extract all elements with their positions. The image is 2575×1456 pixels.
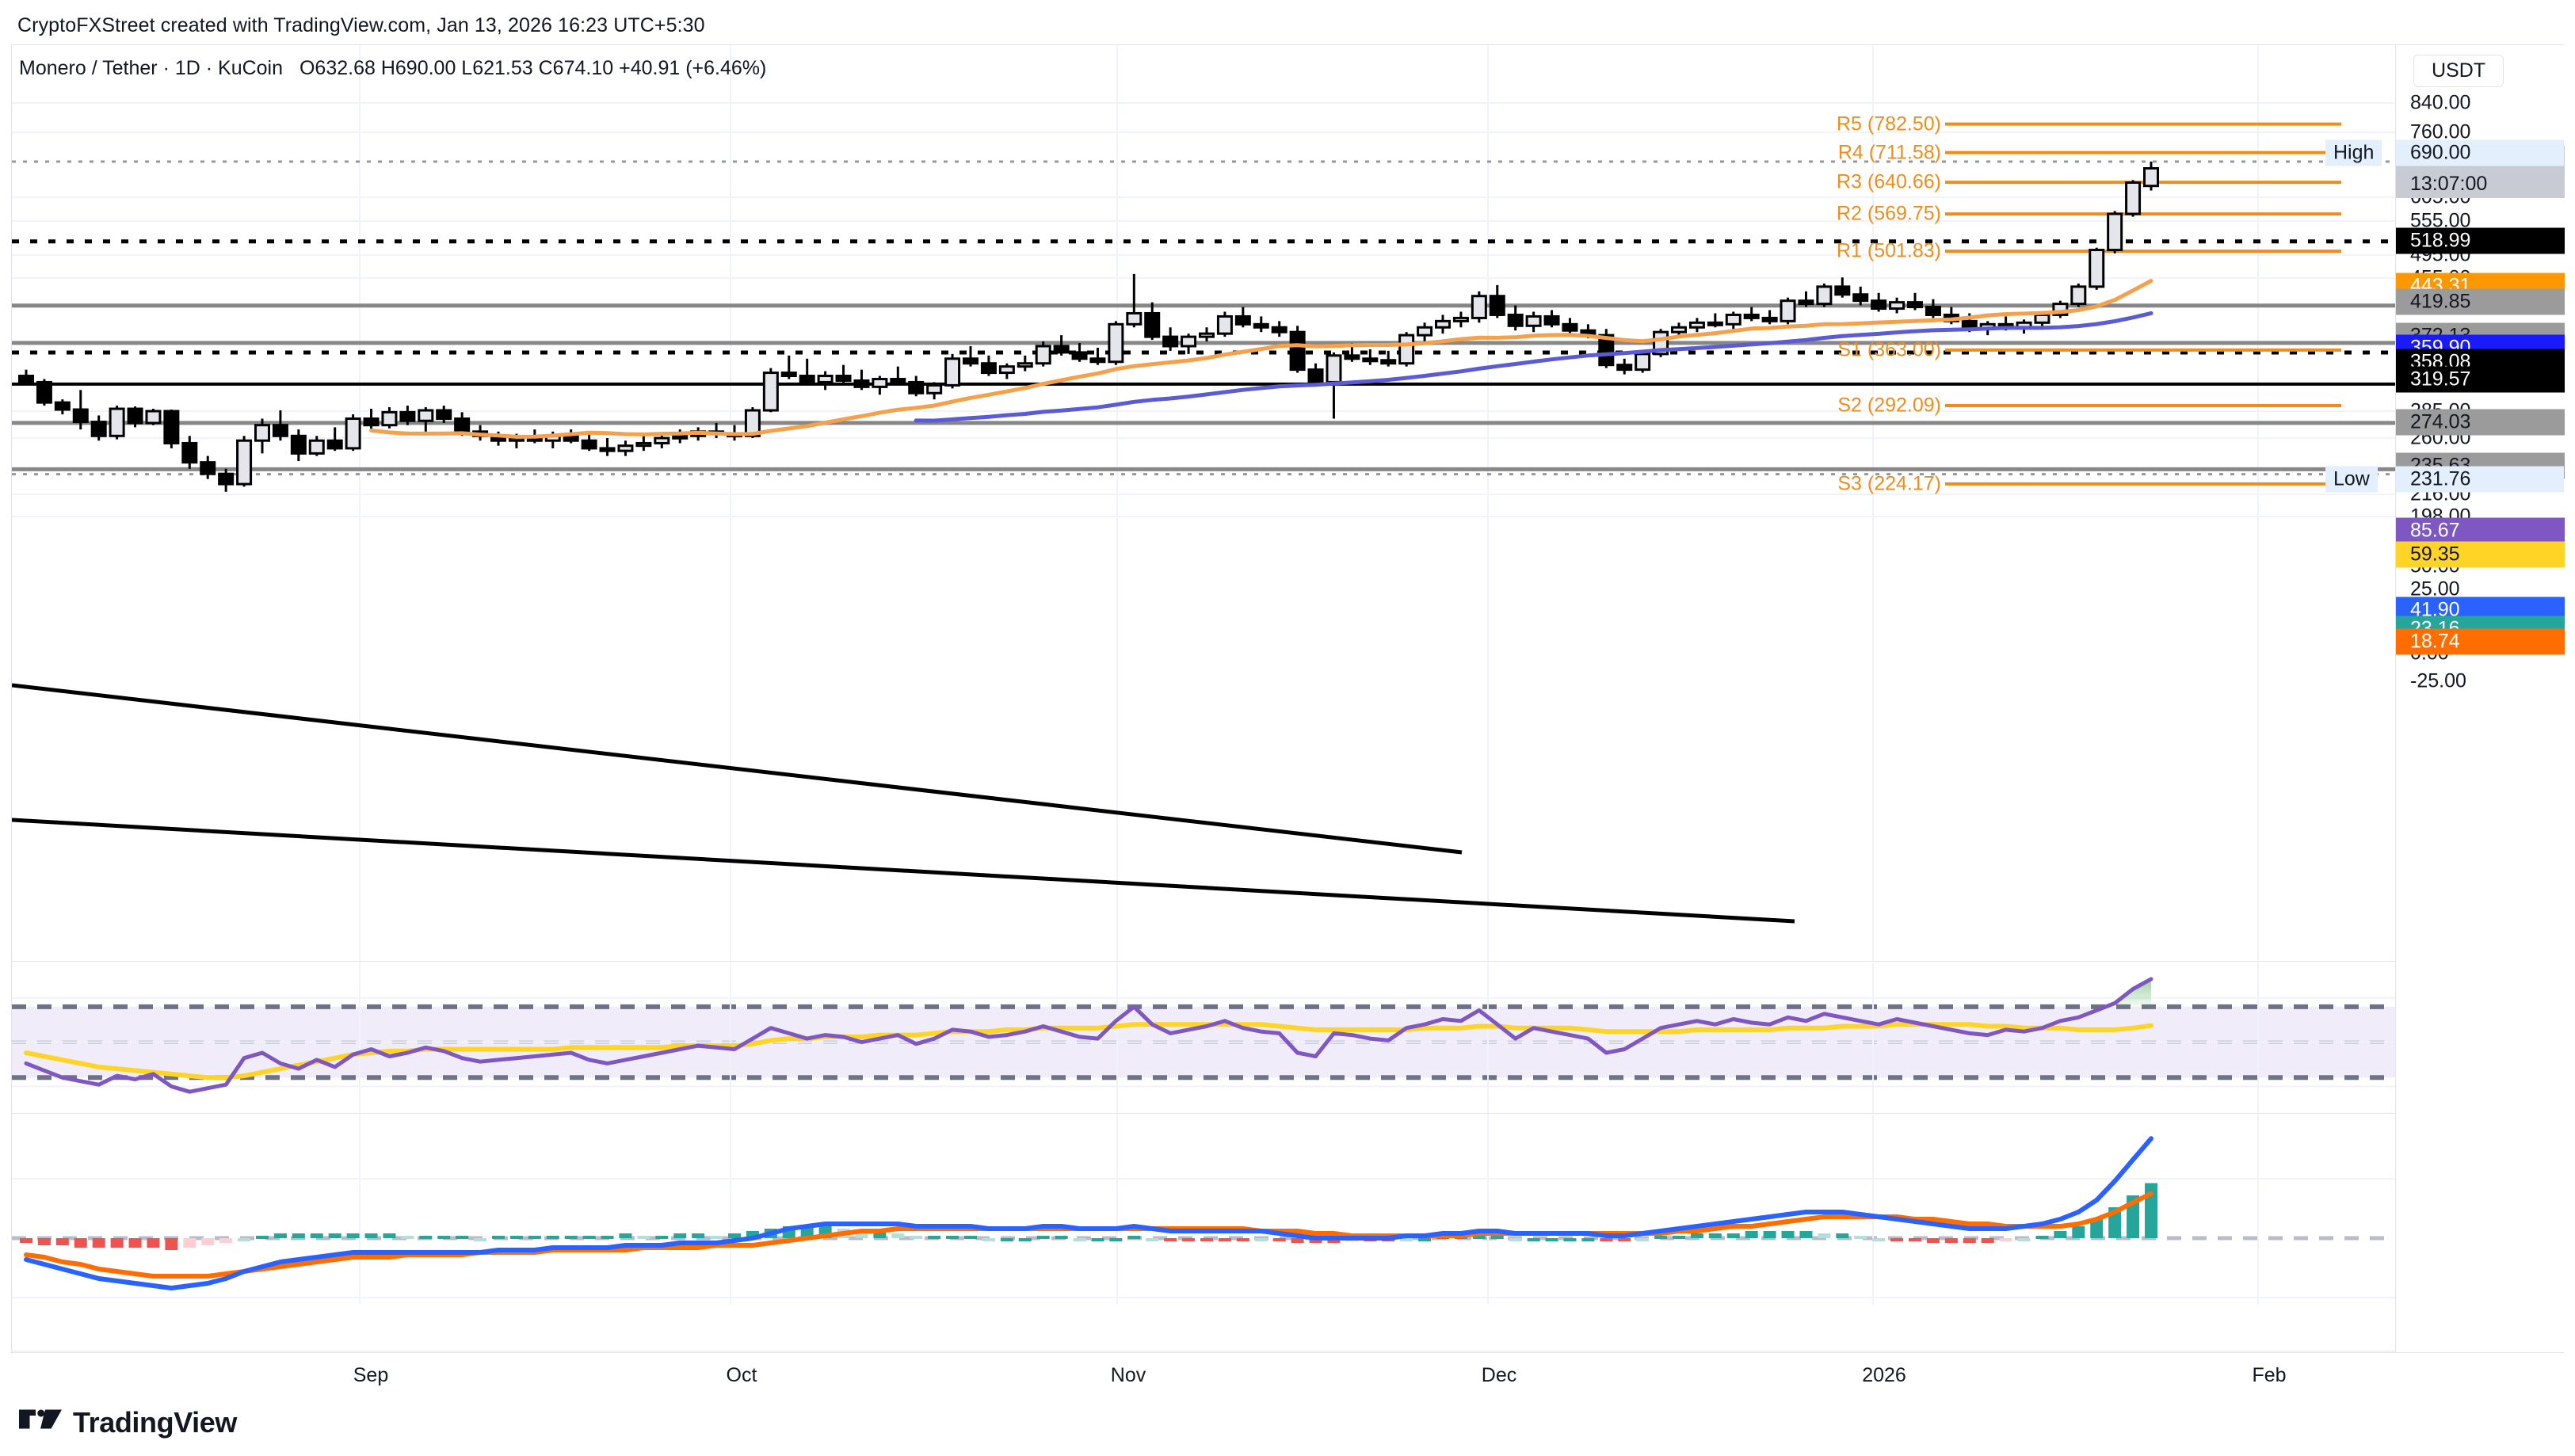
- tradingview-mark-icon: [19, 1409, 62, 1429]
- pivot-label-s3: S3 (224.17): [1837, 472, 1941, 495]
- legend-symbol[interactable]: Monero / Tether · 1D · KuCoin: [19, 57, 284, 79]
- price-tick: 25.00: [2410, 577, 2460, 600]
- price-badge: 274.03: [2396, 409, 2565, 436]
- pivot-label-r1: R1 (501.83): [1836, 239, 1941, 262]
- high-low-value: 690.00: [2396, 139, 2564, 166]
- pivot-label-s1: S1 (363.00): [1837, 338, 1941, 361]
- price-badge-value: 59.35: [2410, 543, 2460, 566]
- pivot-label-r4: R4 (711.58): [1837, 141, 1941, 164]
- price-badge: 59.35: [2396, 541, 2565, 568]
- price-axis[interactable]: USDT 840.00760.00605.00555.00495.00455.0…: [2395, 45, 2565, 1352]
- price-badge-value: 18.74: [2410, 630, 2460, 653]
- price-badge: 518.99: [2396, 227, 2565, 254]
- high-low-label: High: [2325, 139, 2382, 166]
- rsi-chart-svg: [12, 962, 2395, 1113]
- time-tick: Sep: [353, 1364, 389, 1386]
- macd-chart-svg: [12, 1115, 2395, 1305]
- time-tick: Nov: [1110, 1364, 1146, 1386]
- price-badge: 319.57: [2396, 366, 2565, 393]
- pivot-label-r5: R5 (782.50): [1836, 112, 1941, 135]
- price-badge-value: 518.99: [2410, 229, 2471, 252]
- price-badge: 419.85: [2396, 288, 2565, 315]
- chart-frame: [11, 44, 2564, 1351]
- price-badge-time: 13:07:00: [2410, 173, 2488, 195]
- legend-ohlc: O632.68 H690.00 L621.53 C674.10: [299, 57, 614, 79]
- price-badge: 18.74: [2396, 628, 2565, 655]
- chart-legend[interactable]: Monero / Tether · 1D · KuCoin O632.68 H6…: [19, 57, 766, 80]
- price-tick: 760.00: [2410, 120, 2471, 143]
- price-tick: 840.00: [2410, 91, 2471, 114]
- time-axis[interactable]: Sep Oct Nov Dec 2026 Feb: [11, 1352, 2564, 1397]
- high-low-label: Low: [2325, 466, 2378, 493]
- currency-chip[interactable]: USDT: [2413, 55, 2504, 87]
- price-badge-value: 319.57: [2410, 368, 2471, 391]
- price-pane[interactable]: [12, 45, 2395, 961]
- rsi-pane[interactable]: [12, 962, 2395, 1113]
- pane-separator-2: [12, 1113, 2564, 1114]
- time-tick: 2026: [1862, 1364, 1906, 1386]
- pane-separator-1: [12, 961, 2564, 962]
- pivot-label-r2: R2 (569.75): [1836, 202, 1941, 225]
- legend-change: +40.91 (+6.46%): [619, 57, 767, 79]
- price-tick: -25.00: [2410, 669, 2466, 692]
- pivot-label-s2: S2 (292.09): [1837, 394, 1941, 417]
- price-badge-value: 274.03: [2410, 410, 2471, 433]
- high-low-value: 231.76: [2396, 466, 2564, 493]
- pivot-label-r3: R3 (640.66): [1836, 170, 1941, 193]
- tradingview-logo: TradingView: [19, 1406, 237, 1439]
- price-badge-value: 419.85: [2410, 290, 2471, 313]
- price-chart-svg: [12, 45, 2395, 961]
- time-tick: Feb: [2252, 1364, 2287, 1386]
- time-tick: Oct: [726, 1364, 757, 1386]
- price-badge: 85.67: [2396, 517, 2565, 544]
- macd-pane[interactable]: [12, 1115, 2395, 1305]
- attribution-text: CryptoFXStreet created with TradingView.…: [17, 14, 705, 36]
- tradingview-wordmark: TradingView: [73, 1406, 237, 1439]
- price-badge-value: 85.67: [2410, 519, 2460, 542]
- time-tick: Dec: [1481, 1364, 1517, 1386]
